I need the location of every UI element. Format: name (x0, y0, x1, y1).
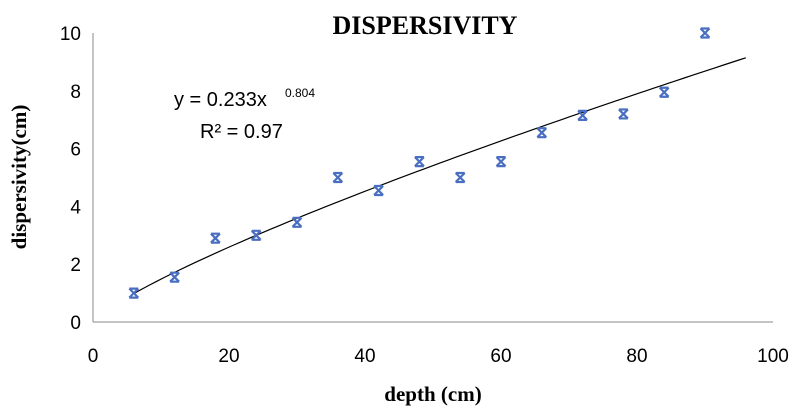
y-tick-label: 10 (60, 24, 81, 45)
data-point (373, 184, 384, 197)
x-tick-label: 100 (757, 346, 789, 367)
x-tick-labels: 0 20 40 60 80 100 (88, 346, 789, 367)
x-axis-label: depth (cm) (384, 382, 481, 406)
axes (92, 33, 773, 323)
data-point (332, 171, 344, 184)
x-tick-label: 60 (490, 346, 511, 367)
y-tick-label: 8 (70, 82, 81, 103)
data-points (128, 27, 711, 299)
data-point (495, 156, 507, 168)
chart-title: DISPERSIVITY (333, 11, 518, 40)
x-tick-label: 80 (626, 346, 647, 367)
y-tick-label: 4 (70, 197, 81, 218)
y-axis-label: dispersivity(cm) (7, 105, 31, 250)
data-point (454, 171, 466, 184)
x-tick-label: 20 (218, 346, 239, 367)
data-point (291, 216, 303, 228)
power-trendline (133, 57, 746, 295)
y-tick-label: 0 (70, 313, 81, 334)
data-point (414, 156, 425, 168)
y-tick-label: 2 (70, 255, 81, 276)
data-point (699, 27, 711, 39)
x-tick-label: 0 (88, 346, 99, 367)
data-point (250, 229, 262, 241)
y-tick-label: 6 (70, 140, 81, 161)
data-point (658, 86, 670, 98)
data-point (536, 127, 548, 139)
equation-base: y = 0.233x (174, 89, 267, 111)
data-point (128, 287, 140, 299)
data-point (210, 232, 221, 244)
equation-exponent: 0.804 (285, 86, 315, 100)
data-point (618, 108, 629, 120)
data-point (577, 109, 588, 121)
r-squared-label: R² = 0.97 (200, 121, 283, 143)
data-point (169, 271, 180, 283)
trendline-equation: y = 0.233x 0.804 (174, 86, 315, 111)
x-tick-label: 40 (354, 346, 375, 367)
y-tick-labels: 0 2 4 6 8 10 (60, 24, 82, 334)
